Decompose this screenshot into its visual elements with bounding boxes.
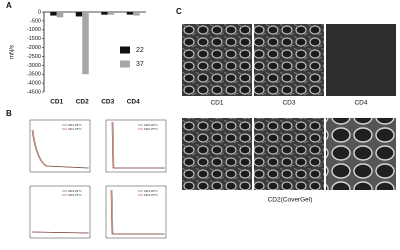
image-label: CD1 xyxy=(210,100,223,107)
sem-image xyxy=(182,118,252,190)
legend-label: 37 xyxy=(136,61,144,68)
legend-label: CD4 22°C xyxy=(144,189,158,193)
y-tick-label: -3500 xyxy=(27,72,41,78)
legend-label: CD3 22°C xyxy=(68,189,82,193)
sem-image xyxy=(326,118,396,190)
panel-label: A xyxy=(6,1,12,10)
plot-frame xyxy=(105,119,167,173)
panel-label: C xyxy=(176,7,182,16)
bar xyxy=(75,12,83,17)
sem-image xyxy=(254,24,324,96)
x-tick-label: CD4 xyxy=(127,99,140,106)
plot-frame xyxy=(29,185,91,239)
sem-image xyxy=(182,24,252,96)
y-tick-label: -2000 xyxy=(27,45,41,51)
curve xyxy=(112,121,165,169)
y-tick-label: -2500 xyxy=(27,54,41,60)
y-tick-label: -1500 xyxy=(27,36,41,42)
plot-frame xyxy=(29,119,91,173)
sem-image xyxy=(254,118,324,190)
image-label: CD3 xyxy=(282,100,295,107)
y-tick-label: 0 xyxy=(38,9,41,15)
legend-swatch xyxy=(120,46,130,54)
panel-label: B xyxy=(6,109,12,118)
plot-frame xyxy=(105,185,167,239)
y-tick-label: -4500 xyxy=(27,89,41,95)
curve xyxy=(111,189,165,235)
legend-label: 22 xyxy=(136,47,144,54)
sem-image xyxy=(326,24,396,96)
image-label: CD4 xyxy=(354,100,367,107)
image-label: CD2(CoverGel) xyxy=(268,197,313,204)
bar xyxy=(82,12,89,75)
bar xyxy=(107,12,115,15)
y-tick-label: -4000 xyxy=(27,81,41,87)
bar xyxy=(126,12,134,15)
curve xyxy=(31,129,89,169)
curve xyxy=(32,129,90,169)
legend-label: CD2 22°C xyxy=(144,123,158,127)
y-tick-label: -3000 xyxy=(27,63,41,69)
legend-label: CD1 22°C xyxy=(68,123,82,127)
x-tick-label: CD3 xyxy=(101,99,114,106)
legend-swatch xyxy=(120,60,130,68)
y-tick-label: -500 xyxy=(30,18,41,24)
legend-label: CD3 37°C xyxy=(68,193,82,197)
curve xyxy=(32,231,90,234)
bar xyxy=(101,12,108,15)
y-tick-label: -1000 xyxy=(27,27,41,33)
bar xyxy=(50,12,57,16)
x-tick-label: CD2 xyxy=(76,99,89,106)
y-axis-label: mN/s xyxy=(10,45,16,59)
legend-label: CD2 37°C xyxy=(144,127,158,131)
bar xyxy=(56,12,64,18)
legend-label: CD4 37°C xyxy=(144,193,158,197)
bar xyxy=(133,12,140,16)
x-tick-label: CD1 xyxy=(50,99,63,106)
legend-label: CD1 37°C xyxy=(68,127,82,131)
